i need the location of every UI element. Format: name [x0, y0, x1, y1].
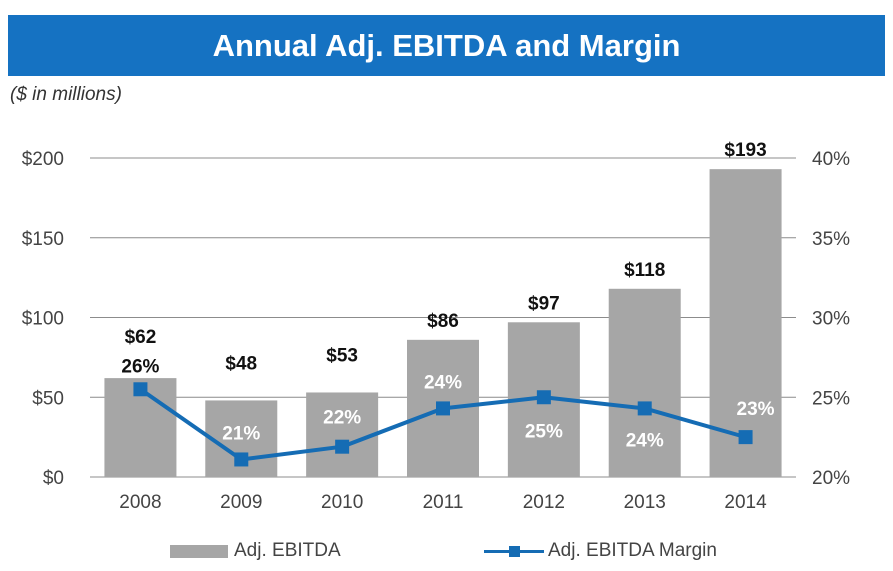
x-tick-label: 2010 — [321, 492, 363, 513]
bar-value-label: $86 — [427, 311, 459, 332]
y-right-tick-label: 40% — [812, 149, 850, 170]
margin-value-label: 24% — [424, 372, 462, 393]
y-right-tick-label: 25% — [812, 388, 850, 409]
legend-line-label: Adj. EBITDA Margin — [548, 540, 717, 561]
y-left-tick-label: $200 — [22, 149, 64, 170]
legend-square-marker-icon — [509, 546, 520, 557]
y-right-tick-label: 35% — [812, 229, 850, 250]
bar-value-label: $53 — [326, 345, 358, 366]
margin-value-label: 24% — [626, 430, 664, 451]
x-tick-label: 2013 — [624, 492, 666, 513]
bar-value-label: $193 — [724, 140, 766, 161]
margin-value-label: 25% — [525, 421, 563, 442]
x-tick-label: 2014 — [724, 492, 767, 513]
margin-marker-2009 — [234, 452, 249, 467]
x-tick-label: 2008 — [119, 492, 161, 513]
legend-item-line: Adj. EBITDA Margin — [484, 538, 717, 564]
legend-bar-label: Adj. EBITDA — [234, 540, 341, 561]
margin-marker-2010 — [335, 439, 350, 454]
bar-2014 — [709, 169, 782, 478]
margin-value-label: 26% — [121, 356, 159, 377]
y-left-tick-label: $150 — [22, 229, 64, 250]
bar-2013 — [608, 288, 681, 477]
margin-marker-2013 — [637, 401, 652, 416]
margin-marker-2008 — [133, 382, 148, 397]
y-right-tick-label: 30% — [812, 309, 850, 330]
x-tick-label: 2011 — [423, 492, 464, 513]
bar-value-label: $118 — [624, 260, 665, 281]
bar-value-label: $62 — [125, 327, 157, 348]
x-tick-label: 2009 — [220, 492, 262, 513]
legend-line-swatch — [484, 541, 544, 561]
bar-value-label: $48 — [225, 353, 257, 374]
chart-title-bar: Annual Adj. EBITDA and Margin — [8, 15, 885, 76]
margin-value-label: 23% — [737, 399, 775, 420]
bar-2010 — [306, 392, 379, 477]
y-left-tick-label: $50 — [32, 388, 64, 409]
bar-value-label: $97 — [528, 293, 560, 314]
legend-bar-swatch — [170, 544, 228, 558]
y-right-tick-label: 20% — [812, 468, 850, 489]
y-left-tick-label: $0 — [43, 468, 64, 489]
margin-marker-2012 — [536, 390, 551, 405]
chart-subtitle: ($ in millions) — [10, 84, 122, 105]
margin-value-label: 22% — [323, 408, 361, 429]
y-left-tick-label: $100 — [22, 309, 64, 330]
margin-marker-2014 — [738, 430, 753, 445]
margin-value-label: 21% — [222, 423, 260, 444]
chart-title: Annual Adj. EBITDA and Margin — [212, 27, 681, 63]
margin-marker-2011 — [436, 401, 450, 416]
legend-item-bar: Adj. EBITDA — [170, 538, 341, 564]
x-tick-label: 2012 — [523, 492, 565, 513]
